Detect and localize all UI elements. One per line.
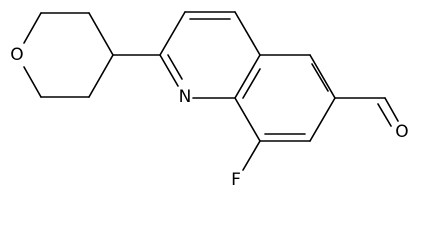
bond (88, 12, 114, 56)
bond (88, 54, 114, 98)
bond (234, 54, 261, 99)
structure: O N F O (10, 11, 409, 190)
bond (377, 103, 392, 127)
page: O N F O (() => { const data = JSON.parse… (10, 11, 409, 190)
bond (23, 66, 42, 98)
bond (309, 97, 336, 142)
atom-label: O (10, 45, 23, 65)
bond (234, 11, 261, 56)
bond (159, 54, 179, 87)
atom-label: N (179, 87, 192, 107)
bond (384, 97, 399, 122)
bond (234, 97, 261, 142)
bond (311, 63, 329, 92)
bond (159, 11, 186, 56)
bonds (23, 11, 399, 171)
bond (242, 140, 261, 171)
bond (242, 68, 261, 99)
bond (309, 54, 336, 99)
bond (23, 12, 42, 44)
bond (167, 54, 183, 80)
atom-label: F (231, 170, 241, 190)
atom-label: O (395, 122, 408, 142)
